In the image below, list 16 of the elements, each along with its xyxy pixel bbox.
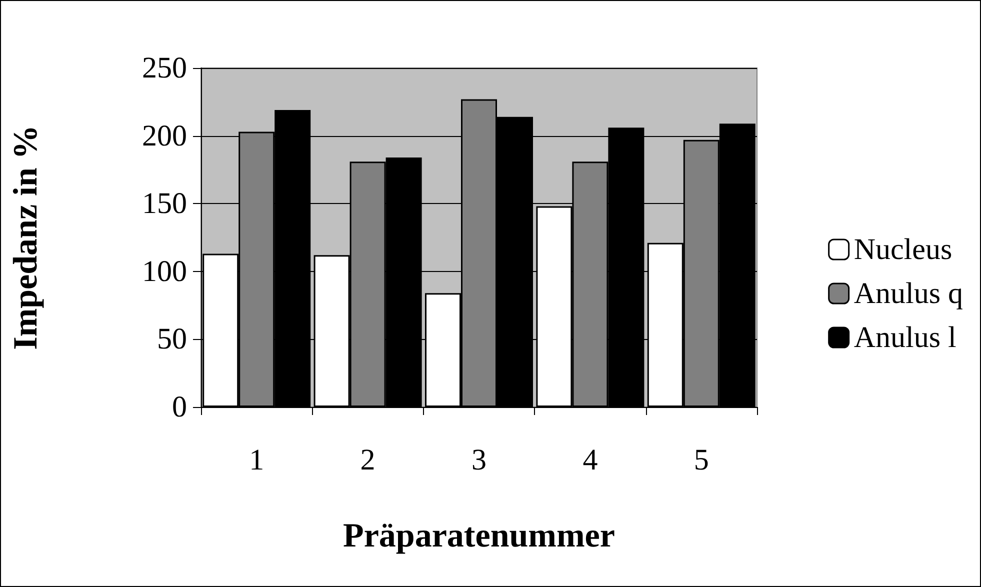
x-tick-label: 2 <box>360 444 376 476</box>
y-axis-title: Impedanz in % <box>8 125 44 350</box>
x-axis-title: Präparatenummer <box>343 518 615 554</box>
legend-label: Nucleus <box>854 233 952 266</box>
y-tick-label: 0 <box>172 390 187 424</box>
legend-label: Anulus l <box>854 321 956 354</box>
y-tick-label: 50 <box>157 322 187 356</box>
x-tick-label: 1 <box>249 444 264 476</box>
legend-label: Anulus q <box>854 277 964 310</box>
x-tick-label: 5 <box>694 444 709 476</box>
y-tick-label: 200 <box>142 119 187 152</box>
y-tick-label: 250 <box>142 52 187 84</box>
x-tick-label: 4 <box>582 444 598 476</box>
y-tick-label: 150 <box>142 187 187 220</box>
x-tick-label: 3 <box>472 444 486 476</box>
y-tick-label: 100 <box>142 254 187 288</box>
